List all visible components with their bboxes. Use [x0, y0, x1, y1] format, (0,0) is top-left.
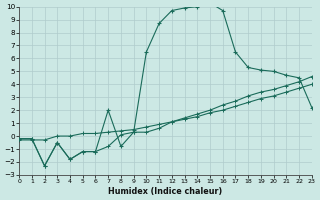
- X-axis label: Humidex (Indice chaleur): Humidex (Indice chaleur): [108, 187, 223, 196]
